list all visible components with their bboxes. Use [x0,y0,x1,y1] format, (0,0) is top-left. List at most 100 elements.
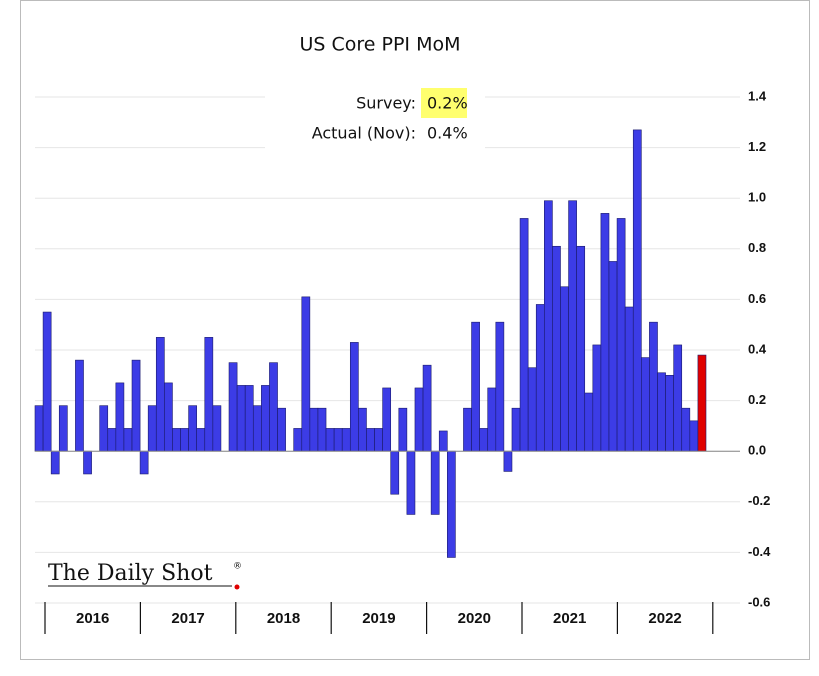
bar [616,218,626,452]
bar [172,428,181,452]
bar [649,321,658,452]
bar [632,129,642,452]
bar [576,245,586,452]
bar [75,359,84,452]
chart-title: US Core PPI MoM [300,34,461,56]
bar [155,337,165,452]
bar [317,407,327,452]
bar [406,450,416,515]
bar [147,405,157,452]
bar [414,387,424,452]
bar [398,407,408,452]
bar [430,450,440,515]
bar [447,450,456,558]
bar [139,450,149,475]
bar [544,200,553,452]
bar [600,213,610,452]
x-group-label: 2017 [171,610,204,627]
bar [438,430,448,452]
bar [527,367,537,452]
watermark: The Daily Shot [48,561,213,586]
bar [665,374,674,452]
bar [366,428,375,452]
bar [301,296,311,452]
bar [608,261,618,452]
bar [228,362,238,452]
bar [471,321,480,452]
bar [115,382,125,452]
bar [349,342,359,452]
bar [188,405,197,452]
x-group-label: 2019 [362,610,395,627]
bar [269,362,278,452]
bar [236,385,246,452]
bar [261,385,270,452]
annotation-label: Actual (Nov): [312,124,416,143]
bar [503,450,513,472]
annotation-value: 0.2% [427,94,468,113]
bar [107,428,117,452]
bar [657,372,666,452]
bar [374,428,383,452]
bar [592,344,602,452]
bar [293,428,303,452]
y-tick-label: 1.4 [748,88,767,103]
y-tick-label: 0.0 [748,443,766,458]
bar [382,387,392,452]
bar [196,428,206,452]
y-tick-label: -0.6 [748,594,770,609]
annotation-label: Survey: [356,94,416,113]
bar [689,420,699,452]
bar [131,359,141,452]
bar [535,304,545,452]
y-tick-label: 0.4 [748,341,767,356]
bar [277,407,286,452]
bar [123,428,133,452]
bar [325,428,335,452]
y-tick-label: 0.2 [748,392,766,407]
bar [519,218,529,452]
watermark-dot [234,584,240,590]
bar [479,428,489,452]
bar [58,405,68,452]
bar [244,385,254,452]
y-tick-label: -0.4 [748,544,771,559]
bar [641,357,650,452]
bar [584,392,594,452]
bar [99,405,109,452]
bar [624,306,634,452]
bar [358,407,367,452]
y-tick-label: -0.2 [748,493,770,508]
watermark-mark: ® [233,562,242,572]
x-group-label: 2022 [648,610,681,627]
bar [495,321,505,452]
bar [487,387,497,452]
bar [511,407,521,452]
x-group-label: 2021 [553,610,586,627]
bar [390,450,400,495]
bar [50,450,60,475]
x-group-label: 2016 [76,610,109,627]
bar [673,344,683,452]
bar [422,364,432,452]
x-group-label: 2018 [267,610,300,627]
bar [333,428,343,452]
bars [34,129,707,558]
bar [42,311,52,452]
bar [204,337,214,452]
bar [568,200,577,452]
x-group-label: 2020 [458,610,491,627]
bar [83,450,92,475]
bar [212,405,222,452]
y-tick-label: 1.0 [748,190,766,205]
bar [681,407,691,452]
bar [552,245,561,452]
survey-highlight [421,88,467,118]
y-tick-label: 0.6 [748,291,766,306]
bar [34,405,44,452]
bar [560,286,569,452]
bar [697,354,707,452]
bar [341,428,351,452]
bar [463,407,472,452]
